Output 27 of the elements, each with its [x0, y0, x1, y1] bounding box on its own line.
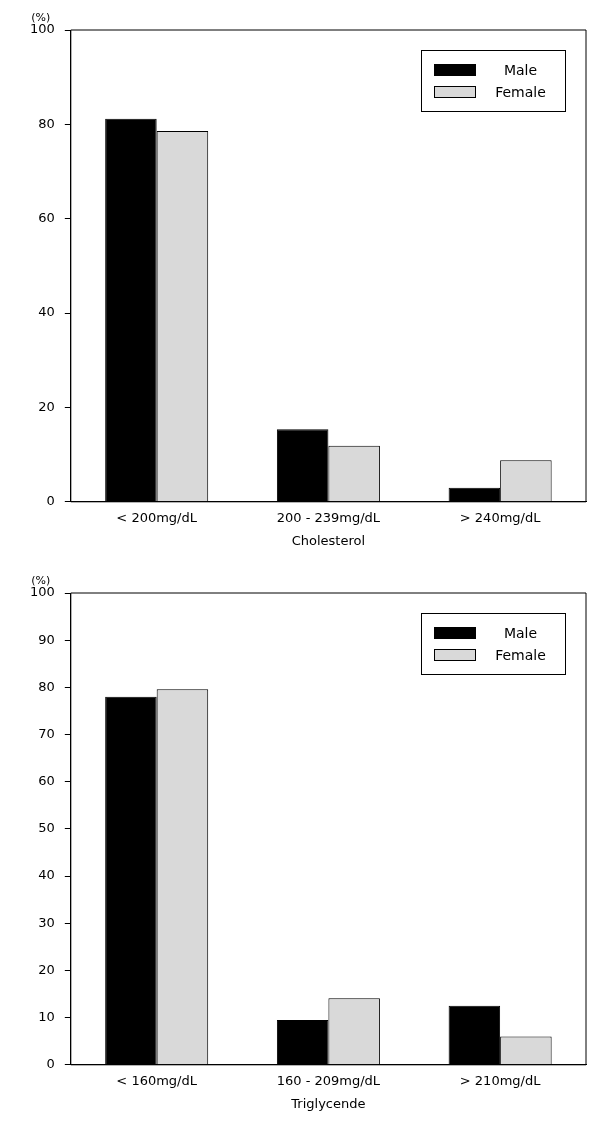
legend-label: Female [494, 647, 547, 663]
x-tick-label: > 240mg/dL [459, 509, 542, 525]
x-tick-label: < 200mg/dL [116, 509, 198, 525]
y-tick-label: 20 [38, 398, 55, 414]
y-tick-label: 80 [38, 678, 55, 694]
x-tick-label: 160 - 209mg/dL [276, 1072, 381, 1088]
y-tick-label: 60 [38, 773, 55, 789]
y-tick-label: 90 [38, 631, 55, 647]
x-axis-title: Cholesterol [291, 532, 366, 548]
x-tick-label: < 160mg/dL [116, 1072, 198, 1088]
x-tick-label: 200 - 239mg/dL [276, 509, 381, 525]
y-tick-label: 80 [38, 115, 55, 131]
y-tick-label: 0 [46, 1056, 55, 1072]
legend-label: Female [494, 84, 547, 100]
y-tick-label: 40 [38, 867, 55, 883]
x-axis-title: Triglycende [290, 1095, 366, 1111]
legend-label: Male [502, 625, 539, 641]
x-tick-label: > 210mg/dL [459, 1072, 542, 1088]
y-tick-label: 0 [46, 493, 55, 509]
y-tick-label: 70 [38, 725, 55, 741]
y-tick-label: 50 [38, 820, 55, 836]
y-tick-label: 30 [38, 914, 55, 930]
legend-label: Male [502, 62, 539, 78]
y-tick-label: 10 [38, 1008, 55, 1024]
y-tick-label: 40 [38, 304, 55, 320]
y-tick-label: 60 [38, 210, 55, 226]
y-tick-label: 20 [38, 961, 55, 977]
